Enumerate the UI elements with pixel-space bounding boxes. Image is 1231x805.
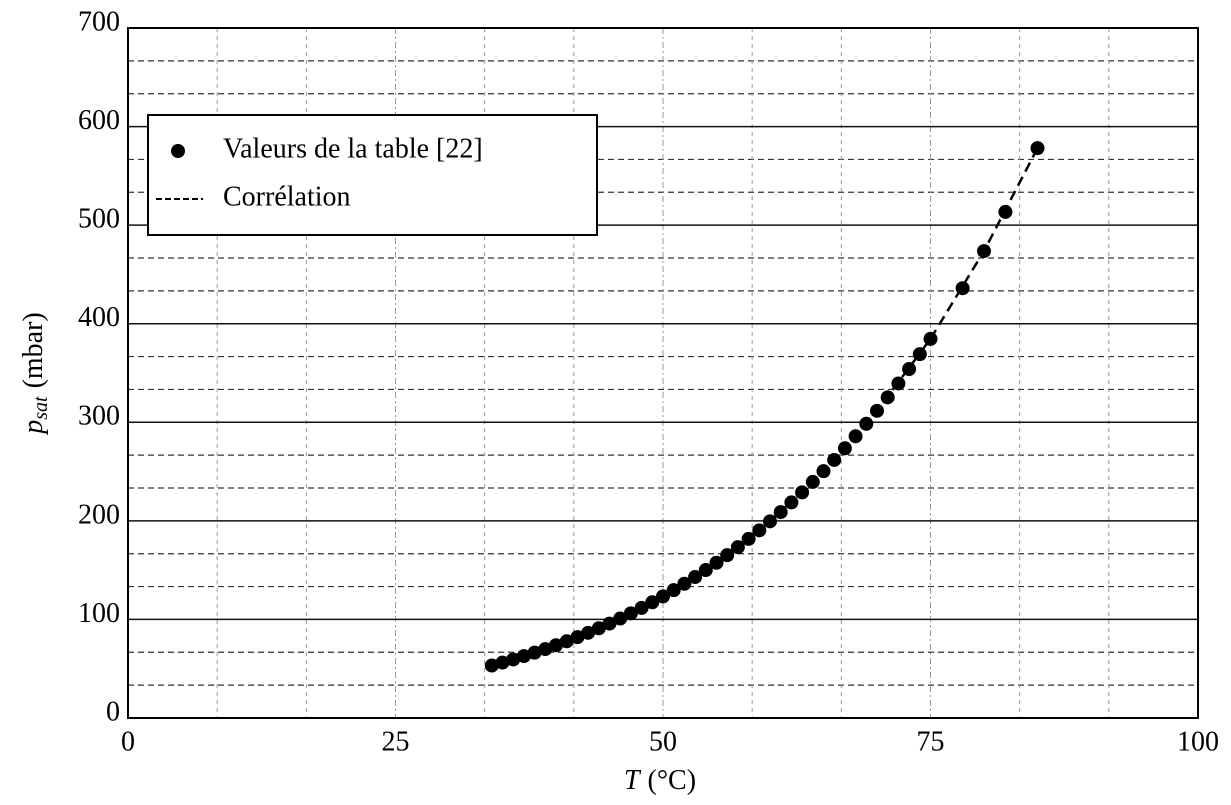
data-point (912, 347, 927, 362)
data-point (870, 403, 884, 418)
y-tick-label: 100 (78, 598, 120, 629)
y-tick-label: 200 (78, 499, 120, 530)
data-point (805, 474, 820, 489)
data-point (495, 655, 510, 670)
legend-marker (171, 144, 185, 158)
data-point (527, 645, 542, 660)
y-label-sub: sat (30, 396, 52, 420)
y-tick-label: 0 (106, 696, 120, 727)
data-point (581, 625, 596, 640)
y-label-main: p (18, 420, 49, 436)
data-point (602, 616, 617, 631)
data-point (591, 621, 606, 636)
data-point (666, 583, 681, 598)
y-tick-label: 300 (78, 401, 120, 432)
x-tick-label: 25 (382, 726, 410, 757)
data-point (977, 244, 991, 259)
data-point (955, 281, 970, 296)
data-point (752, 523, 767, 538)
x-tick-label: 75 (917, 726, 945, 757)
data-point (709, 555, 724, 570)
x-axis-label: T (°C) (624, 765, 696, 796)
data-point (645, 595, 660, 610)
x-tick-label: 0 (121, 726, 135, 757)
y-tick-label: 400 (78, 302, 120, 333)
data-point (773, 505, 788, 520)
data-point (848, 429, 863, 444)
data-point (730, 540, 745, 555)
data-point (538, 642, 553, 657)
data-point (891, 376, 906, 391)
data-point (688, 570, 703, 585)
y-tick-label: 600 (78, 105, 120, 136)
x-label-unit: (°C) (648, 765, 697, 796)
data-point (837, 441, 852, 456)
data-point (859, 416, 874, 431)
y-tick-label: 700 (78, 6, 120, 37)
data-point (634, 600, 649, 615)
y-label-unit: (mbar) (18, 312, 49, 388)
legend-label: Valeurs de la table [22] (223, 133, 483, 164)
data-point (923, 331, 938, 346)
data-point (559, 634, 574, 649)
data-point (741, 531, 756, 546)
x-tick-label: 50 (649, 726, 677, 757)
data-point (827, 452, 842, 467)
data-point (656, 589, 670, 604)
y-tick-label: 500 (78, 204, 120, 235)
y-axis-label: psat (mbar) (18, 312, 51, 436)
data-point (998, 204, 1013, 219)
data-point (549, 638, 563, 653)
data-point (698, 563, 713, 578)
data-point (1030, 141, 1045, 156)
data-point (816, 464, 831, 479)
data-point (763, 514, 777, 529)
legend-box (147, 114, 598, 236)
data-point (880, 390, 895, 405)
data-point (516, 649, 531, 664)
data-point (720, 548, 735, 563)
data-point (613, 611, 628, 626)
x-tick-label: 100 (1177, 726, 1219, 757)
data-point (623, 606, 638, 621)
data-point (784, 495, 799, 510)
data-point (570, 630, 585, 645)
legend-label: Corrélation (223, 181, 351, 212)
data-point (795, 485, 810, 500)
x-label-main: T (624, 765, 642, 796)
data-point (506, 652, 521, 667)
data-point (902, 362, 917, 377)
data-point (677, 576, 692, 591)
data-point (484, 658, 499, 673)
plot-frame (127, 27, 1199, 719)
